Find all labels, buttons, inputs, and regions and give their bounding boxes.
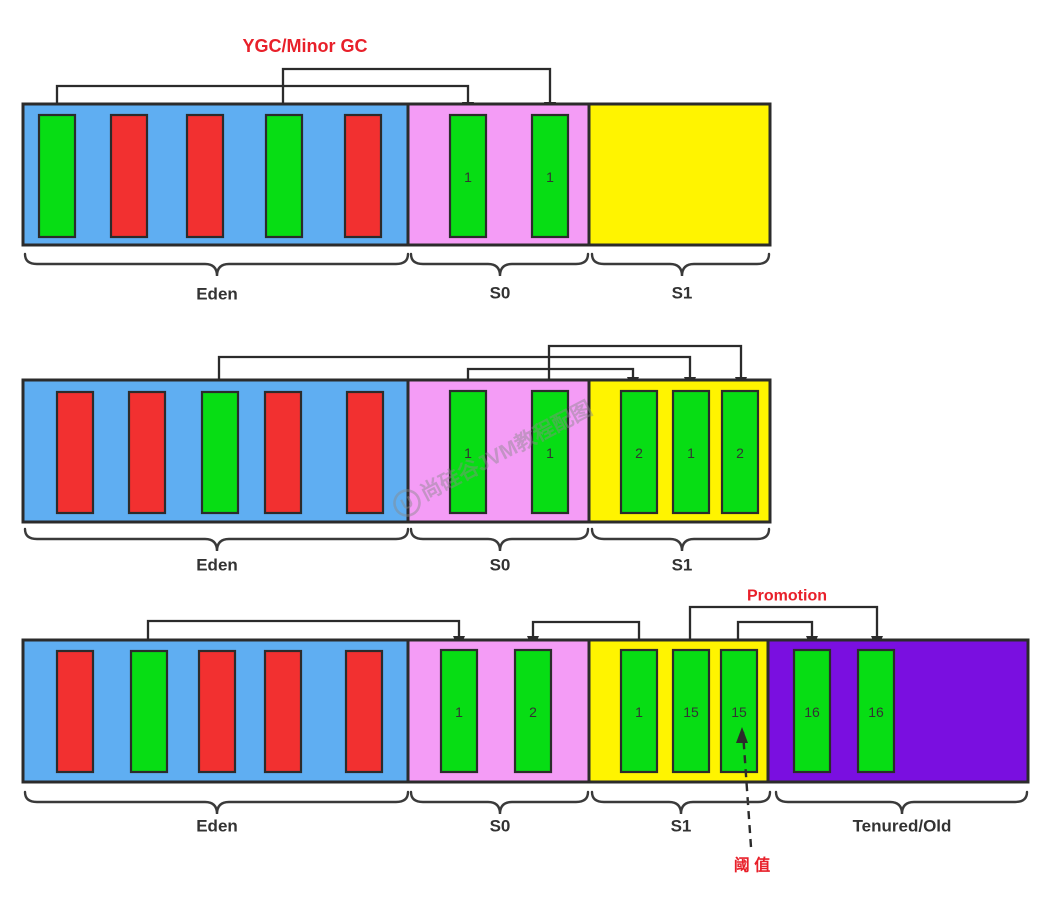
s0-brace xyxy=(409,790,590,815)
watermark-logo-icon xyxy=(393,489,421,517)
eden-object xyxy=(263,649,303,774)
eden-object xyxy=(344,649,384,774)
object-age: 16 xyxy=(804,704,820,720)
eden-object xyxy=(129,649,169,774)
eden-object xyxy=(55,649,95,774)
s0-label: S0 xyxy=(490,556,511,575)
eden-object xyxy=(197,649,237,774)
eden-object xyxy=(55,390,95,515)
object-age: 1 xyxy=(455,704,463,720)
s1-object xyxy=(619,389,659,515)
s0-object xyxy=(439,648,479,774)
s0-object xyxy=(530,389,570,515)
s1-object xyxy=(619,648,659,774)
s0-brace xyxy=(409,527,590,552)
s1-object xyxy=(720,389,760,515)
object-age: 16 xyxy=(868,704,884,720)
eden-brace xyxy=(23,790,410,815)
object-age: 2 xyxy=(635,445,643,461)
eden-label: Eden xyxy=(196,285,238,304)
threshold-dashed-arrow xyxy=(741,731,753,848)
arrow-s1-to-s0-bar2 xyxy=(531,620,641,650)
promotion-title: Promotion xyxy=(747,588,827,605)
row-second-minor-gc: 1 1 2 1 2 U 尚硅谷JVM教程配图 Eden S0 S1 xyxy=(21,344,772,575)
eden-object xyxy=(345,390,385,515)
s1-region xyxy=(587,102,772,247)
eden-object xyxy=(264,113,304,239)
s1-brace xyxy=(590,527,771,552)
eden-object xyxy=(200,390,240,515)
old-label: Tenured/Old xyxy=(853,817,952,836)
eden-label: Eden xyxy=(196,817,238,836)
eden-object xyxy=(37,113,77,239)
arrow-eden-to-s0-bar1 xyxy=(55,84,470,115)
s0-brace xyxy=(409,252,590,277)
s0-object xyxy=(448,389,488,515)
s1-object xyxy=(671,389,711,515)
threshold-label: 阈 值 xyxy=(734,856,770,875)
eden-object xyxy=(185,113,225,239)
s1-object xyxy=(719,648,759,774)
object-age: 1 xyxy=(687,445,695,461)
eden-object xyxy=(127,390,167,515)
object-age: 1 xyxy=(464,445,472,461)
object-age: 1 xyxy=(546,169,554,185)
object-age: 1 xyxy=(546,445,554,461)
s1-label: S1 xyxy=(672,284,693,303)
s1-label: S1 xyxy=(671,817,692,836)
object-age: 15 xyxy=(731,704,747,720)
s0-object xyxy=(448,113,488,239)
object-age: 1 xyxy=(464,169,472,185)
eden-brace xyxy=(23,527,410,552)
arrow-eden-to-s0-bar2 xyxy=(281,67,552,115)
arrow-eden-to-s0-bar1 xyxy=(146,619,461,651)
s0-object xyxy=(513,648,553,774)
arrowhead-up-icon xyxy=(736,727,748,743)
object-age: 2 xyxy=(736,445,744,461)
row-promotion-to-old: Promotion 1 2 1 15 15 16 xyxy=(21,588,1030,875)
eden-brace xyxy=(23,252,410,277)
object-age: 2 xyxy=(529,704,537,720)
old-object xyxy=(856,648,896,774)
ygc-title: YGC/Minor GC xyxy=(243,36,368,56)
arrow-eden-to-s1-bar2 xyxy=(217,355,692,392)
row-first-minor-gc: YGC/Minor GC 1 1 Eden S0 S1 xyxy=(21,36,772,304)
s0-label: S0 xyxy=(490,817,511,836)
s1-brace xyxy=(590,790,772,815)
old-object xyxy=(792,648,832,774)
object-age: 1 xyxy=(635,704,643,720)
old-brace xyxy=(774,790,1029,815)
arrow-s1-to-old-bar1 xyxy=(736,620,814,650)
s0-label: S0 xyxy=(490,284,511,303)
eden-object xyxy=(263,390,303,515)
s0-region xyxy=(406,638,591,784)
object-age: 15 xyxy=(683,704,699,720)
s1-object xyxy=(671,648,711,774)
s1-label: S1 xyxy=(672,556,693,575)
eden-object xyxy=(109,113,149,239)
s1-brace xyxy=(590,252,771,277)
eden-object xyxy=(343,113,383,239)
arrow-s1-to-old-bar2 xyxy=(688,605,879,650)
eden-label: Eden xyxy=(196,556,238,575)
s0-object xyxy=(530,113,570,239)
